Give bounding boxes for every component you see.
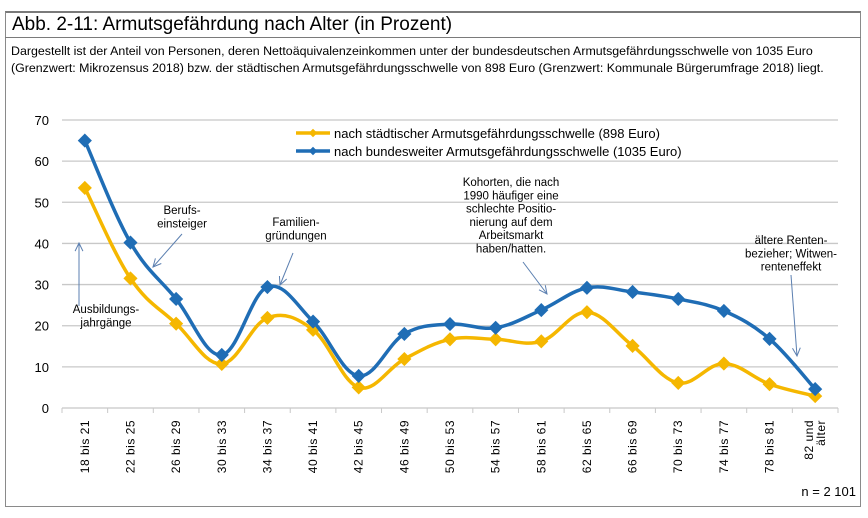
- data-point: [305, 314, 321, 329]
- figure-title: Abb. 2-11: Armutsgefährdung nach Alter (…: [12, 14, 453, 35]
- data-point: [488, 332, 503, 347]
- x-category-label: 34 bis 37: [260, 420, 274, 473]
- data-point: [442, 332, 458, 347]
- annotation-arrow-line: [152, 233, 183, 268]
- arrowhead-icon: [74, 241, 84, 252]
- data-point: [260, 310, 275, 325]
- arrowhead-icon: [792, 347, 801, 358]
- figure-frame: [5, 11, 861, 507]
- annotation-text: jahrgänge: [79, 317, 131, 329]
- data-point: [579, 305, 595, 320]
- data-point: [214, 347, 229, 362]
- annotation-text: haben/hatten.: [476, 244, 546, 256]
- x-category-label: 66 bis 69: [626, 420, 640, 473]
- annotation-arrow-line: [279, 252, 294, 286]
- arrowhead-icon: [538, 285, 548, 295]
- annotation-text: Berufs-: [163, 205, 200, 217]
- legend-swatch-marker: [308, 128, 318, 138]
- x-category-label: 22 bis 25: [123, 420, 137, 473]
- data-point: [671, 291, 686, 307]
- data-point: [808, 382, 823, 397]
- x-category-label: 40 bis 41: [306, 420, 320, 473]
- y-tick-label: 60: [35, 154, 49, 169]
- x-category-label: 30 bis 33: [215, 420, 229, 473]
- y-tick-label: 0: [42, 401, 49, 416]
- x-category-label: 42 bis 45: [352, 420, 366, 473]
- title-divider: [5, 37, 861, 38]
- x-category-label: 82 und: [802, 420, 816, 460]
- figure-description: Dargestellt ist der Anteil von Personen,…: [11, 44, 824, 75]
- x-category-label: 62 bis 65: [580, 420, 594, 473]
- annotation-text: Familien-: [272, 217, 319, 229]
- data-point: [716, 356, 731, 371]
- series-line-1: [83, 139, 817, 391]
- y-tick-label: 50: [35, 195, 49, 210]
- annotation-arrow-line: [790, 274, 798, 357]
- y-tick-label: 40: [35, 236, 49, 251]
- data-point: [169, 291, 184, 307]
- data-point: [488, 320, 503, 335]
- x-category-label: 58 bis 61: [534, 420, 548, 473]
- data-point: [534, 303, 549, 318]
- data-point: [671, 375, 686, 390]
- annotation-arrow-line: [522, 261, 548, 295]
- y-tick-label: 70: [35, 113, 49, 128]
- data-point: [625, 338, 640, 353]
- x-category-label: 74 bis 77: [717, 420, 731, 473]
- y-tick-label: 10: [35, 360, 49, 375]
- data-point: [442, 316, 458, 332]
- data-point: [397, 326, 412, 342]
- annotation-text: Kohorten, die nach: [463, 177, 560, 189]
- data-point: [762, 377, 777, 392]
- data-point: [169, 316, 184, 331]
- data-point: [579, 280, 595, 295]
- y-tick-label: 20: [35, 319, 49, 334]
- annotation-text: gründungen: [265, 230, 326, 242]
- data-point: [716, 303, 731, 318]
- data-point: [625, 284, 640, 300]
- data-point: [534, 334, 549, 349]
- annotation-text: Arbeitsmarkt: [479, 230, 544, 242]
- annotation-text: Ausbildungs-: [73, 304, 140, 316]
- data-point: [214, 356, 229, 372]
- arrowhead-icon: [152, 258, 162, 268]
- legend-label: nach städtischer Armutsgefährdungsschwel…: [334, 126, 660, 141]
- x-category-label: 70 bis 73: [671, 420, 685, 473]
- data-point: [77, 180, 92, 195]
- data-point: [762, 331, 777, 346]
- arrowhead-icon: [278, 275, 288, 287]
- annotation-text: einsteiger: [157, 218, 207, 230]
- x-category-label: älter: [814, 420, 828, 446]
- annotation-text: ältere Renten-: [755, 235, 828, 247]
- data-point: [123, 235, 138, 250]
- x-category-label: 18 bis 21: [78, 420, 92, 473]
- series-line-0: [83, 187, 816, 398]
- legend-label: nach bundesweiter Armutsgefährdungsschwe…: [334, 144, 682, 159]
- annotation-text: 1990 häufiger eine: [463, 190, 558, 202]
- annotation-text: bezieher; Witwen-: [745, 248, 837, 260]
- legend-swatch-marker: [308, 146, 318, 156]
- x-category-label: 50 bis 53: [443, 420, 457, 473]
- x-category-label: 26 bis 29: [169, 420, 183, 473]
- x-category-label: 46 bis 49: [397, 420, 411, 473]
- y-tick-label: 30: [35, 278, 49, 293]
- x-category-label: 78 bis 81: [763, 420, 777, 473]
- data-point: [397, 351, 412, 367]
- x-category-label: 54 bis 57: [489, 420, 503, 473]
- sample-size: n = 2 101: [801, 484, 856, 499]
- annotation-text: renteneffekt: [761, 262, 822, 274]
- data-point: [351, 380, 366, 395]
- data-point: [260, 279, 275, 295]
- data-point: [77, 133, 92, 148]
- data-point: [351, 368, 366, 383]
- annotation-text: schlechte Positio-: [466, 204, 556, 216]
- annotation-text: nierung auf dem: [469, 217, 552, 229]
